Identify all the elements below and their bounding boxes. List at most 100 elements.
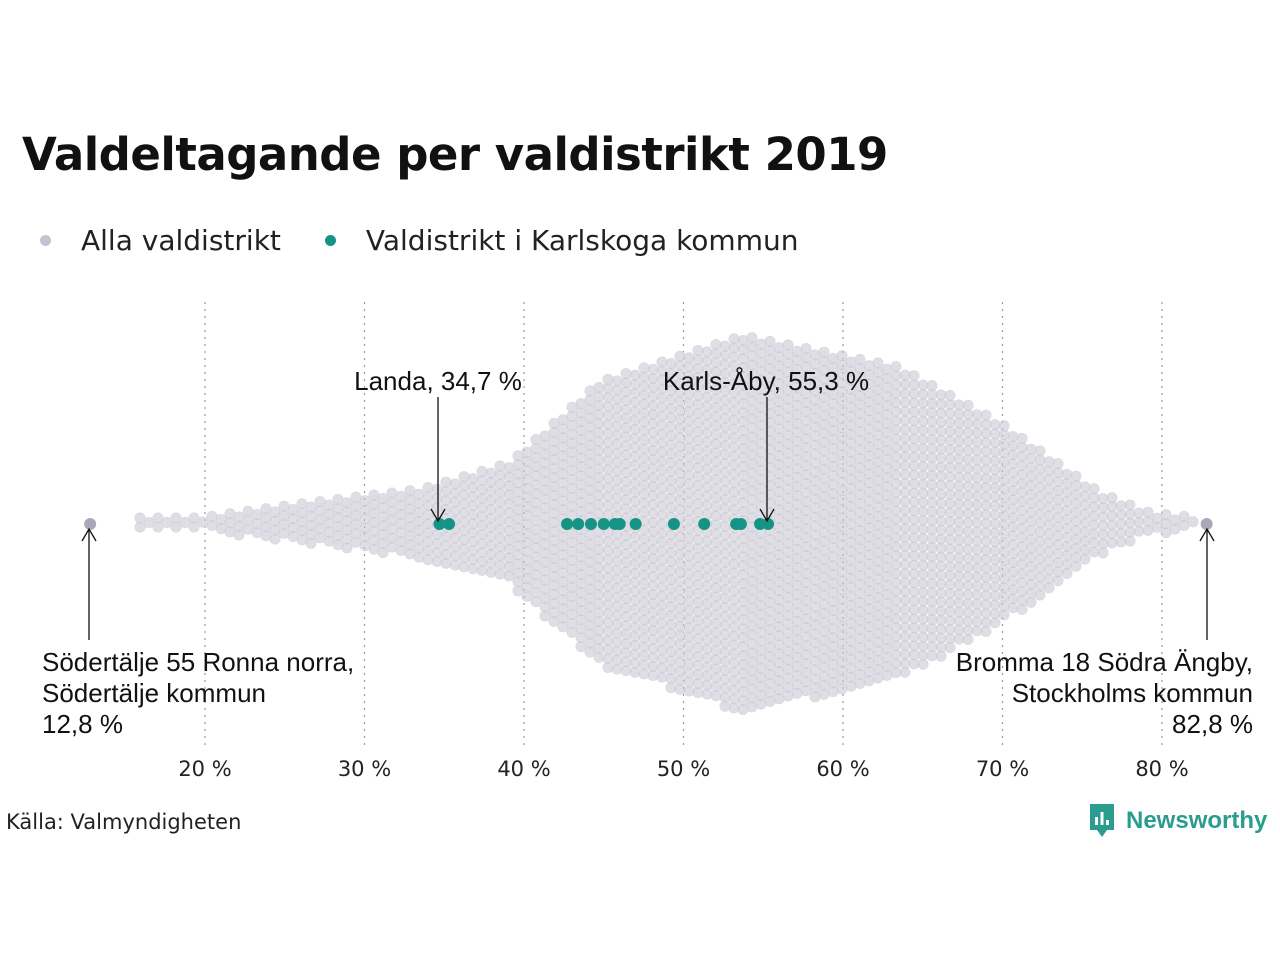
swarm-point [665,682,677,694]
karlskoga-district-point [584,518,597,530]
swarm-point [440,557,452,569]
swarm-point [233,529,245,541]
swarm-point [602,661,614,673]
swarm-point [476,564,488,576]
swarm-point [485,566,497,578]
swarm-point [917,658,929,670]
newsworthy-chart-icon [1090,804,1114,837]
karlskoga-district-point [698,518,711,530]
swarm-point [620,665,632,677]
annotation-label: Södertälje kommun [42,678,266,708]
swarm-point [305,537,317,549]
annotation-label: Södertälje 55 Ronna norra, [42,647,354,677]
karlskoga-district-point [572,518,585,530]
karlskoga-district-point [762,518,775,530]
annotation-label: 82,8 % [1172,709,1253,739]
swarm-point [629,666,641,678]
swarm-point [710,690,722,702]
swarm-point [719,700,731,712]
swarm-point [161,516,173,528]
swarm-point [449,559,461,571]
x-tick-label: 60 % [816,757,869,781]
swarm-point [647,669,659,681]
swarm-point [152,521,164,533]
karlskoga-district-point [734,518,747,530]
x-tick-label: 50 % [657,757,710,781]
annotation-arrowhead [430,508,446,523]
chart-title: Valdeltagande per valdistrikt 2019 [22,128,888,181]
legend-swatch-dot-icon [324,234,336,246]
karlskoga-district-point [561,518,574,530]
brand-name: Newsworthy [1126,807,1268,834]
legend-item-all-districts: Alla valdistrikt [40,224,281,257]
x-tick-label: 30 % [338,757,391,781]
swarm-point [1187,516,1199,528]
swarm-point [656,671,668,683]
annotation-label: Bromma 18 Södra Ängby, [956,647,1253,677]
annotation-label: Stockholms kommun [1012,678,1253,708]
swarm-point [962,633,974,645]
annotations: Landa, 34,7 % Karls-Åby, 55,3 % Södertälje… [42,366,1253,739]
swarm-point [1043,582,1055,594]
swarm-point [611,663,623,675]
karlskoga-district-point [433,518,446,530]
swarm-point [692,686,704,698]
swarm-point [683,685,695,697]
swarm-point [1079,553,1091,565]
x-tick-label: 80 % [1135,757,1188,781]
karlskoga-district-point [613,518,626,530]
x-axis-tick-labels: 20 % 30 % 40 % 50 % 60 % 70 % 80 % [178,757,1188,781]
karlskoga-district-point [629,518,642,530]
swarm-point [1097,547,1109,559]
swarm-point-extreme [84,518,97,530]
swarm-point [341,542,353,554]
annotation-arrowhead [1199,527,1215,542]
swarm-point [1061,567,1073,579]
swarm-point [944,641,956,653]
swarm-point [458,561,470,573]
x-tick-label: 40 % [497,757,550,781]
swarm-point [413,551,425,563]
swarm-point [188,521,200,533]
swarm-point [980,625,992,637]
swarm-point [377,547,389,559]
x-tick-label: 20 % [178,757,231,781]
annotation-arrowhead [81,527,97,542]
swarm-point [143,516,155,528]
annotation-label: 12,8 % [42,709,123,739]
legend-item-karlskoga: Valdistrikt i Karlskoga kommun [324,223,799,257]
swarm-point [989,617,1001,629]
karlskoga-district-point [667,518,680,530]
swarm-point [1070,560,1082,572]
swarm-point [899,666,911,678]
annotation-arrowhead [759,508,775,523]
swarm-point [269,533,281,545]
swarm-point [935,650,947,662]
swarm-point [701,688,713,700]
legend-label: Alla valdistrikt [81,223,281,257]
swarm-point [467,563,479,575]
annotation-label: Landa, 34,7 % [354,366,522,396]
source-note: Källa: Valmyndigheten [6,810,242,834]
swarm-point [422,554,434,566]
swarm-point [1052,575,1064,587]
swarm-point [674,683,686,695]
karlskoga-district-point [597,518,610,530]
chart-legend: Alla valdistrikt Valdistrikt i Karlskoga… [40,220,842,260]
swarm-point [728,702,740,714]
annotation-label: Karls-Åby, 55,3 % [663,366,869,396]
swarm-points-karlskoga [433,518,775,530]
swarm-point [134,521,146,533]
swarm-point [179,516,191,528]
legend-swatch-dot-icon [40,234,51,246]
swarm-point [1025,596,1037,608]
brand-logo: Newsworthy [1088,802,1267,840]
swarm-point-extreme [1200,518,1213,530]
swarm-point [494,568,506,580]
swarm-point [170,521,182,533]
karlskoga-district-point [443,518,456,530]
swarm-point [638,668,650,680]
swarm-point [1007,602,1019,614]
legend-label: Valdistrikt i Karlskoga kommun [365,223,799,257]
swarm-point [1034,589,1046,601]
